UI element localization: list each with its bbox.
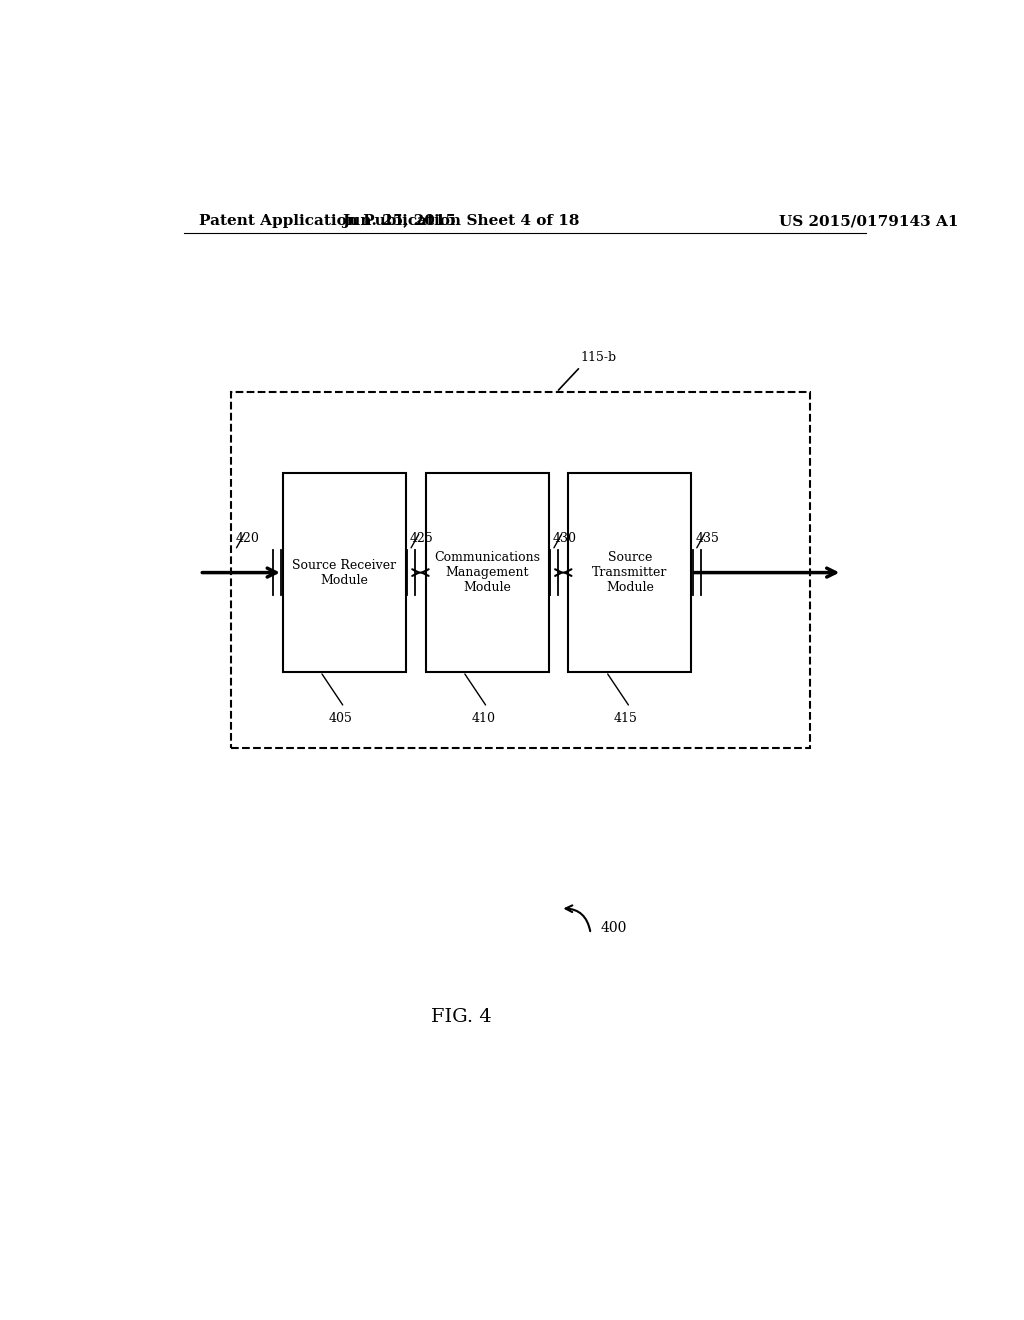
Text: 430: 430 — [553, 532, 577, 545]
Bar — [283, 474, 406, 672]
Bar — [426, 474, 549, 672]
Bar — [231, 392, 811, 748]
Text: 415: 415 — [614, 713, 638, 725]
Text: US 2015/0179143 A1: US 2015/0179143 A1 — [778, 214, 958, 228]
Text: 405: 405 — [329, 713, 352, 725]
Text: Jun. 25, 2015  Sheet 4 of 18: Jun. 25, 2015 Sheet 4 of 18 — [343, 214, 580, 228]
Text: 420: 420 — [236, 532, 259, 545]
Text: 425: 425 — [410, 532, 433, 545]
Text: 115-b: 115-b — [581, 351, 616, 364]
Text: Communications
Management
Module: Communications Management Module — [434, 550, 540, 594]
Text: FIG. 4: FIG. 4 — [431, 1008, 492, 1026]
Text: Patent Application Publication: Patent Application Publication — [200, 214, 462, 228]
Text: 400: 400 — [600, 921, 627, 935]
Bar — [568, 474, 691, 672]
Text: 435: 435 — [695, 532, 719, 545]
Text: 410: 410 — [471, 713, 496, 725]
Text: Source
Transmitter
Module: Source Transmitter Module — [592, 550, 668, 594]
Text: Source Receiver
Module: Source Receiver Module — [292, 558, 396, 586]
